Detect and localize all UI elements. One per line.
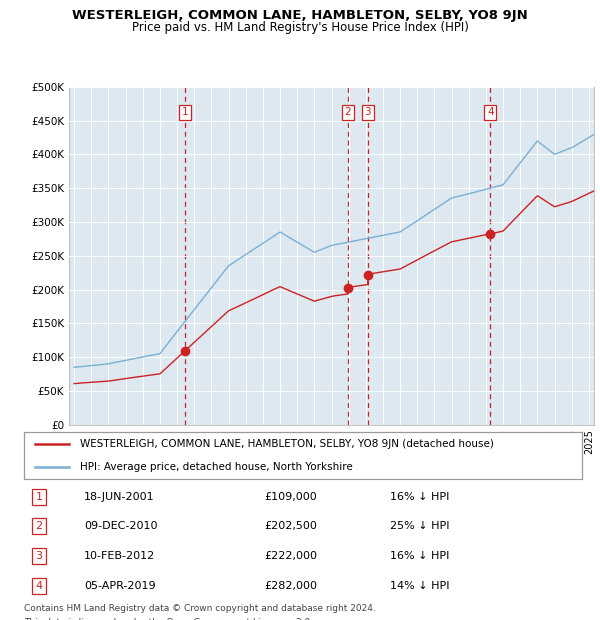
Text: WESTERLEIGH, COMMON LANE, HAMBLETON, SELBY, YO8 9JN (detached house): WESTERLEIGH, COMMON LANE, HAMBLETON, SEL… [80, 439, 494, 449]
Text: 1: 1 [35, 492, 43, 502]
Text: £282,000: £282,000 [264, 581, 317, 591]
Text: 25% ↓ HPI: 25% ↓ HPI [390, 521, 449, 531]
Text: 16% ↓ HPI: 16% ↓ HPI [390, 551, 449, 561]
Text: Price paid vs. HM Land Registry's House Price Index (HPI): Price paid vs. HM Land Registry's House … [131, 21, 469, 34]
Text: £202,500: £202,500 [264, 521, 317, 531]
Text: 16% ↓ HPI: 16% ↓ HPI [390, 492, 449, 502]
Text: £109,000: £109,000 [264, 492, 317, 502]
Text: 05-APR-2019: 05-APR-2019 [84, 581, 155, 591]
Text: 09-DEC-2010: 09-DEC-2010 [84, 521, 157, 531]
Text: 2: 2 [35, 521, 43, 531]
Text: £222,000: £222,000 [264, 551, 317, 561]
Text: Contains HM Land Registry data © Crown copyright and database right 2024.: Contains HM Land Registry data © Crown c… [24, 604, 376, 613]
Text: 4: 4 [35, 581, 43, 591]
Text: 10-FEB-2012: 10-FEB-2012 [84, 551, 155, 561]
Text: 14% ↓ HPI: 14% ↓ HPI [390, 581, 449, 591]
Text: HPI: Average price, detached house, North Yorkshire: HPI: Average price, detached house, Nort… [80, 462, 353, 472]
Text: 2: 2 [344, 107, 351, 117]
Text: 3: 3 [35, 551, 43, 561]
Text: 18-JUN-2001: 18-JUN-2001 [84, 492, 155, 502]
Text: 1: 1 [182, 107, 188, 117]
Text: 3: 3 [364, 107, 371, 117]
Text: WESTERLEIGH, COMMON LANE, HAMBLETON, SELBY, YO8 9JN: WESTERLEIGH, COMMON LANE, HAMBLETON, SEL… [72, 9, 528, 22]
Text: This data is licensed under the Open Government Licence v3.0.: This data is licensed under the Open Gov… [24, 618, 313, 620]
Text: 4: 4 [487, 107, 494, 117]
